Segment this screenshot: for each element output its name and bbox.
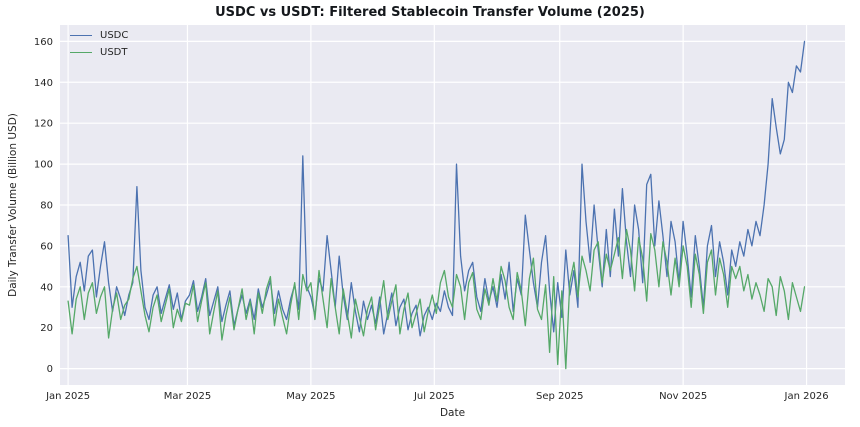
y-tick-label: 140	[34, 78, 53, 89]
legend-item-usdc: USDC	[70, 30, 128, 41]
x-tick-label: May 2025	[286, 391, 335, 402]
y-tick-label: 100	[34, 160, 53, 171]
y-tick-label: 120	[34, 119, 53, 130]
legend-item-usdt: USDT	[70, 47, 128, 58]
legend: USDC USDT	[70, 30, 128, 58]
x-tick-label: Jan 2025	[45, 391, 90, 402]
y-tick-label: 40	[40, 282, 53, 293]
x-tick-label: Sep 2025	[536, 391, 583, 402]
chart-title: USDC vs USDT: Filtered Stablecoin Transf…	[215, 5, 645, 20]
legend-swatch-usdt	[70, 52, 92, 53]
y-tick-label: 0	[47, 364, 53, 375]
legend-swatch-usdc	[70, 35, 92, 36]
x-tick-label: Jul 2025	[413, 391, 455, 402]
x-tick-label: Jan 2026	[784, 391, 829, 402]
x-tick-label: Mar 2025	[164, 391, 212, 402]
series-line-usdt	[67, 228, 806, 370]
y-tick-label: 160	[34, 37, 53, 48]
legend-label-usdc: USDC	[100, 30, 129, 41]
y-tick-label: 60	[40, 241, 53, 252]
x-tick-label: Nov 2025	[659, 391, 707, 402]
series-line-usdc	[67, 40, 806, 337]
y-tick-label: 80	[40, 201, 53, 212]
y-tick-label: 20	[40, 323, 53, 334]
legend-label-usdt: USDT	[100, 47, 128, 58]
x-axis-label: Date	[439, 407, 466, 419]
